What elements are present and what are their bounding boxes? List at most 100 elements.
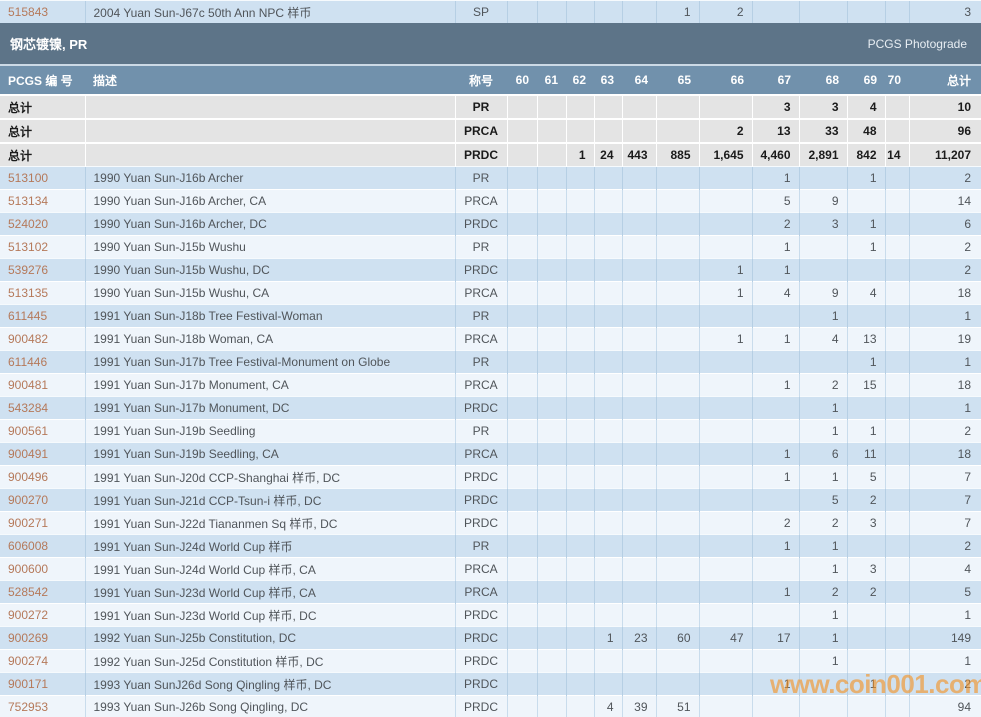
header-total[interactable]: 总计 — [909, 64, 981, 95]
table-row: 总计 PRDC 1 24 443 885 1,645 4,460 2,891 842 14 11,20… — [0, 142, 981, 167]
designation-cell: PRCA — [454, 281, 507, 305]
grade-61-cell — [536, 327, 566, 351]
header-grade-61[interactable]: 61 — [537, 64, 566, 95]
grade-62-cell — [565, 419, 594, 443]
grade-63-cell — [593, 94, 622, 119]
pcgs-number-link[interactable]: 524020 — [8, 217, 49, 231]
grade-67-cell: 5 — [751, 189, 799, 213]
header-grade-68[interactable]: 68 — [799, 64, 847, 95]
header-grade-64[interactable]: 64 — [622, 64, 656, 95]
grade-63-cell — [593, 649, 622, 673]
grade-66-cell — [698, 511, 752, 535]
grade-66-cell: 1 — [698, 258, 752, 282]
grade-66-cell — [698, 534, 752, 558]
grade-62-cell — [565, 118, 594, 143]
header-grade-69[interactable]: 69 — [847, 64, 885, 95]
grade-70-cell — [884, 511, 909, 535]
grade-60-cell — [506, 672, 537, 696]
grade-70-cell — [884, 281, 909, 305]
pcgs-number-link[interactable]: 900272 — [8, 608, 49, 622]
grade-67-cell: 2 — [751, 511, 799, 535]
header-grade-63[interactable]: 63 — [594, 64, 622, 95]
pcgs-number-link[interactable]: 900482 — [8, 332, 49, 346]
pcgs-number-link[interactable]: 752953 — [8, 700, 49, 714]
description-cell: 1991 Yuan Sun-J24d World Cup 样币 — [84, 534, 455, 558]
grade-62-cell — [565, 281, 594, 305]
pcgs-number-link[interactable]: 900271 — [8, 516, 49, 530]
header-grade-70[interactable]: 70 — [885, 64, 909, 95]
grade-70-cell — [884, 396, 909, 420]
description-cell: 1991 Yuan Sun-J22d Tiananmen Sq 样币, DC — [84, 511, 455, 535]
designation-cell: PRDC — [454, 672, 507, 696]
grade-60-cell — [506, 118, 537, 143]
header-description[interactable]: 描述 — [85, 64, 455, 95]
header-grade-60[interactable]: 60 — [507, 64, 537, 95]
pcgs-number-link[interactable]: 900269 — [8, 631, 49, 645]
grade-64-cell — [621, 350, 656, 374]
grade-62-cell — [565, 235, 594, 259]
grade-61-cell — [536, 0, 566, 23]
pcgs-number-link[interactable]: 900270 — [8, 493, 49, 507]
pcgs-number-link[interactable]: 900600 — [8, 562, 49, 576]
grade-60-cell — [506, 442, 537, 466]
photograde-link[interactable]: PCGS Photograde — [867, 36, 967, 51]
description-cell: 1992 Yuan Sun-J25b Constitution, DC — [84, 626, 455, 650]
pcgs-number-link[interactable]: 900491 — [8, 447, 49, 461]
pcgs-number-link[interactable]: 513100 — [8, 171, 49, 185]
header-pcgs-number[interactable]: PCGS 编 号 — [0, 64, 85, 95]
grade-66-cell — [698, 557, 752, 581]
pcgs-number-link[interactable]: 528542 — [8, 585, 49, 599]
grade-63-cell: 24 — [593, 142, 622, 167]
designation-cell: PR — [454, 304, 507, 328]
pcgs-number-link[interactable]: 513134 — [8, 194, 49, 208]
designation-cell: SP — [454, 0, 507, 23]
table-row: 900491 1991 Yuan Sun-J19b Seedling, CA PRC… — [0, 442, 981, 466]
grade-60-cell — [506, 626, 537, 650]
pcgs-number-link[interactable]: 539276 — [8, 263, 49, 277]
total-cell: 3 — [908, 0, 981, 23]
pcgs-number-link[interactable]: 900274 — [8, 654, 49, 668]
table-row: 900272 1991 Yuan Sun-J23d World Cup 样币, D… — [0, 603, 981, 627]
grade-61-cell — [536, 350, 566, 374]
grade-68-cell — [798, 235, 847, 259]
pcgs-number-link[interactable]: 606008 — [8, 539, 49, 553]
totals-label: 总计 — [8, 100, 33, 115]
pcgs-number-link[interactable]: 900561 — [8, 424, 49, 438]
pcgs-number-link[interactable]: 611445 — [8, 309, 48, 323]
designation-cell: PRDC — [454, 465, 507, 489]
description-cell: 1991 Yuan Sun-J20d CCP-Shanghai 样币, DC — [84, 465, 455, 489]
grade-70-cell — [884, 166, 909, 190]
grade-65-cell — [655, 580, 699, 604]
header-grade-62[interactable]: 62 — [566, 64, 594, 95]
grade-68-cell: 1 — [798, 626, 847, 650]
grade-62-cell — [565, 304, 594, 328]
grade-64-cell: 23 — [621, 626, 656, 650]
table-row: 900171 1993 Yuan SunJ26d Song Qingling 样币… — [0, 672, 981, 696]
header-grade-67[interactable]: 67 — [752, 64, 799, 95]
pcgs-number-link[interactable]: 515843 — [8, 5, 49, 19]
grade-64-cell — [621, 118, 656, 143]
pcgs-number-link[interactable]: 900171 — [8, 677, 49, 691]
header-designation[interactable]: 称号 — [455, 64, 507, 95]
pcgs-number-link[interactable]: 513135 — [8, 286, 49, 300]
grade-64-cell — [621, 281, 656, 305]
grade-64-cell — [621, 603, 656, 627]
grade-69-cell — [846, 649, 885, 673]
header-grade-65[interactable]: 65 — [656, 64, 699, 95]
pcgs-number-cell: 543284 — [0, 396, 85, 420]
pcgs-number-link[interactable]: 900496 — [8, 470, 49, 484]
grade-69-cell — [846, 189, 885, 213]
grade-63-cell — [593, 373, 622, 397]
grade-70-cell — [884, 94, 909, 119]
pcgs-number-link[interactable]: 513102 — [8, 240, 49, 254]
grade-62-cell — [565, 557, 594, 581]
pcgs-number-cell: 900481 — [0, 373, 85, 397]
pcgs-number-link[interactable]: 900481 — [8, 378, 49, 392]
description-cell: 1990 Yuan Sun-J16b Archer — [84, 166, 455, 190]
header-grade-66[interactable]: 66 — [699, 64, 752, 95]
grade-62-cell — [565, 94, 594, 119]
description-cell: 1991 Yuan Sun-J17b Monument, DC — [84, 396, 455, 420]
pcgs-number-link[interactable]: 611446 — [8, 355, 48, 369]
pcgs-number-link[interactable]: 543284 — [8, 401, 49, 415]
table-row: 752953 1993 Yuan Sun-J26b Song Qingling, … — [0, 695, 981, 717]
